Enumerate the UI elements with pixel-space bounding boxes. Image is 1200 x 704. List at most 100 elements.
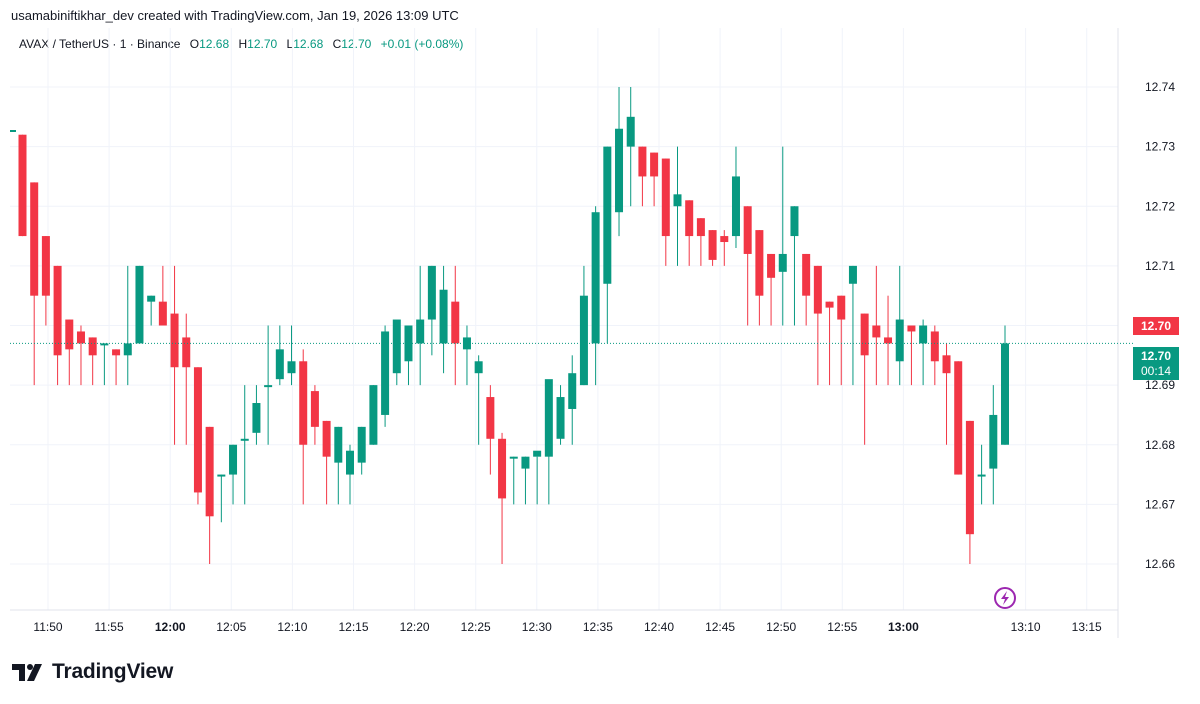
candle <box>591 206 600 386</box>
candle-body <box>591 212 600 344</box>
x-tick-label: 13:15 <box>1072 620 1102 634</box>
candle-body <box>357 426 366 463</box>
last-price-badge: 12.70 00:14 <box>1133 347 1179 380</box>
candle <box>708 230 717 266</box>
low-label: L <box>286 37 294 51</box>
candle <box>182 313 191 445</box>
candle-body <box>205 426 214 517</box>
candle <box>673 146 682 266</box>
candle-body <box>170 313 179 368</box>
candle <box>813 265 822 386</box>
candle-body <box>30 182 39 296</box>
candle-body <box>603 146 612 284</box>
candle-body <box>217 474 226 477</box>
candle <box>439 265 448 374</box>
candle-body <box>310 391 319 427</box>
candle-body <box>778 253 787 272</box>
candle <box>100 343 109 386</box>
tradingview-logo[interactable]: TradingView <box>12 660 173 684</box>
x-tick-label: 12:35 <box>583 620 613 634</box>
candle <box>404 325 413 386</box>
candle-body <box>439 289 448 344</box>
candle-body <box>860 313 869 356</box>
candle <box>474 355 483 445</box>
ohlc-legend: AVAX / TetherUS · 1 · Binance O12.68 H12… <box>19 37 463 51</box>
candle <box>696 218 705 266</box>
candle <box>193 367 202 505</box>
high-value: 12.70 <box>247 37 278 51</box>
candle-body <box>451 301 460 344</box>
candle <box>930 325 939 386</box>
candle-body <box>895 319 904 362</box>
close-value: 12.70 <box>341 37 372 51</box>
candle <box>579 265 588 386</box>
candle-body <box>65 319 74 350</box>
candle-body <box>112 349 121 356</box>
change-value: +0.01 (+0.08%) <box>380 37 464 51</box>
candle-body <box>392 319 401 374</box>
x-tick-label: 12:15 <box>338 620 368 634</box>
candle <box>498 432 507 564</box>
candle-body <box>287 361 296 374</box>
high-price-badge-bg <box>1133 317 1179 335</box>
candle <box>30 182 39 386</box>
candle-body <box>299 361 308 445</box>
candle-body <box>731 176 740 237</box>
candle <box>462 325 471 386</box>
candle-body <box>334 426 343 463</box>
candle <box>287 325 296 386</box>
candle-body <box>275 349 284 380</box>
candle-body <box>100 343 109 346</box>
candle-body <box>264 385 273 388</box>
candle-body <box>638 146 647 177</box>
x-tick-label: 12:10 <box>277 620 307 634</box>
candle-body <box>123 343 132 356</box>
candle-body <box>404 325 413 362</box>
time-axis[interactable]: 11:50 11:55 12:00 12:05 12:10 12:15 12:20 12:25… <box>33 620 1102 634</box>
open-label: O <box>189 37 200 51</box>
candle <box>357 426 366 475</box>
candle-body <box>53 265 62 356</box>
candle-body <box>837 295 846 320</box>
candle <box>392 319 401 386</box>
grid-lines <box>10 28 1119 638</box>
candle-body <box>381 331 390 415</box>
candle <box>568 355 577 445</box>
symbol-label[interactable]: AVAX / TetherUS · 1 · Binance <box>19 37 181 51</box>
candle <box>778 146 787 326</box>
candle-body <box>322 420 331 457</box>
candle <box>837 295 846 386</box>
candle <box>41 236 50 326</box>
x-tick-label: 12:55 <box>827 620 857 634</box>
candle-body <box>416 319 425 344</box>
candle-body <box>556 397 565 439</box>
candle <box>989 385 998 505</box>
high-label: H <box>238 37 248 51</box>
candle-body <box>942 355 951 374</box>
candle-body <box>521 456 530 469</box>
candle <box>872 265 881 386</box>
candle <box>170 265 179 445</box>
x-tick-label: 13:00 <box>888 620 919 634</box>
candle <box>638 146 647 207</box>
y-tick-label: 12.72 <box>1145 199 1175 213</box>
candle-body <box>720 236 729 243</box>
candle <box>158 265 167 326</box>
candle-body <box>884 337 893 344</box>
candle <box>509 456 518 505</box>
candle <box>731 146 740 248</box>
candle-body <box>954 361 963 475</box>
candle <box>229 444 238 505</box>
candle <box>743 206 752 326</box>
candle <box>919 319 928 386</box>
candle-body <box>872 325 881 338</box>
candle-body <box>989 414 998 469</box>
lightning-icon[interactable] <box>994 587 1016 609</box>
candle <box>252 385 261 445</box>
candle-body <box>755 230 764 296</box>
candle <box>615 87 624 237</box>
tradingview-logo-icon <box>12 664 42 681</box>
candle <box>275 325 284 386</box>
candle-body <box>544 379 553 457</box>
